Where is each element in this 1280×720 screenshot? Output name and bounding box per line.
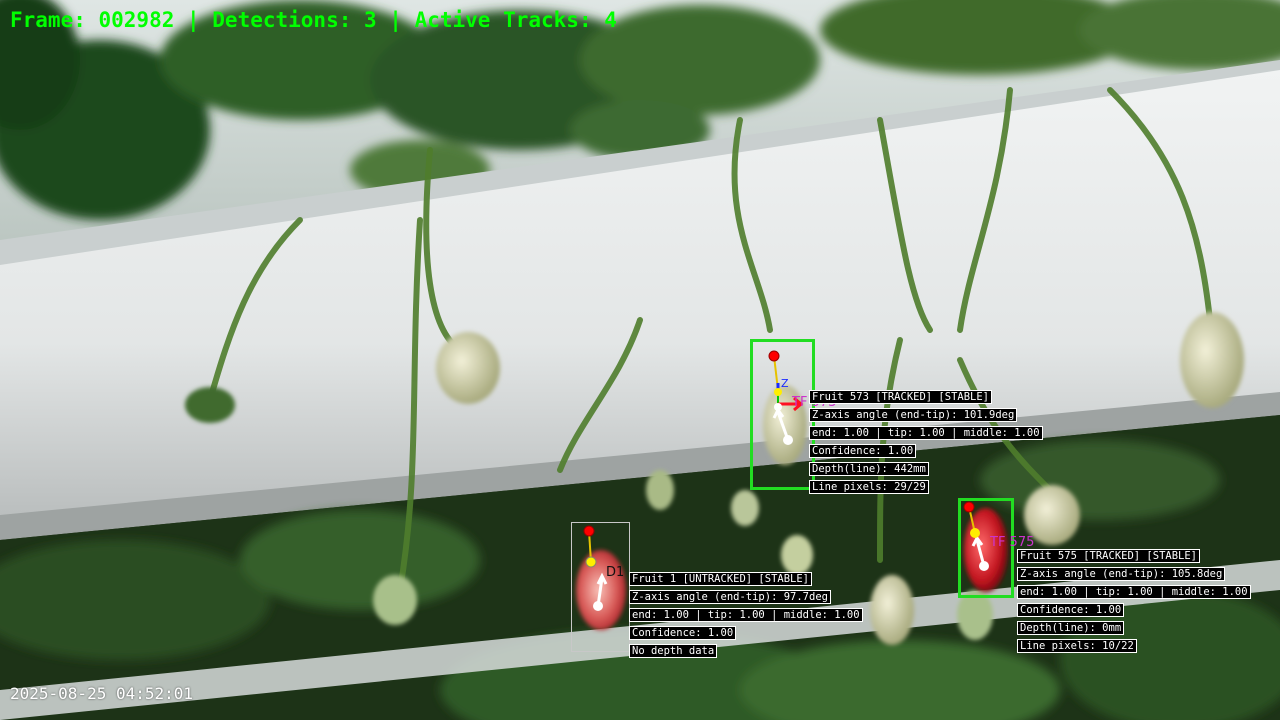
detection-label-1: D1 — [606, 565, 625, 580]
info-line: No depth data — [629, 644, 718, 658]
info-line: Fruit 575 [TRACKED] [STABLE] — [1017, 549, 1201, 563]
info-line: Fruit 573 [TRACKED] [STABLE] — [809, 390, 993, 404]
info-line: Z-axis angle (end-tip): 97.7deg — [629, 590, 831, 604]
track-label-575: TF 575 — [990, 535, 1035, 550]
info-line: Confidence: 1.00 — [1017, 603, 1125, 617]
info-line: Z-axis angle (end-tip): 105.8deg — [1017, 567, 1226, 581]
info-line: Confidence: 1.00 — [629, 626, 737, 640]
info-line: Line pixels: 29/29 — [809, 480, 929, 494]
bounding-box-fruit-573 — [750, 339, 815, 490]
info-line: Depth(line): 0mm — [1017, 621, 1125, 635]
info-line: end: 1.00 | tip: 1.00 | middle: 1.00 — [809, 426, 1043, 440]
info-line: Fruit 1 [UNTRACKED] [STABLE] — [629, 572, 813, 586]
info-line: Depth(line): 442mm — [809, 462, 929, 476]
info-line: end: 1.00 | tip: 1.00 | middle: 1.00 — [629, 608, 863, 622]
info-panel-fruit-575: Fruit 575 [TRACKED] [STABLE] Z-axis angl… — [1017, 549, 1251, 657]
bounding-box-fruit-1 — [571, 522, 630, 652]
info-line: end: 1.00 | tip: 1.00 | middle: 1.00 — [1017, 585, 1251, 599]
timestamp-overlay: 2025-08-25 04:52:01 — [10, 684, 194, 703]
info-line: Confidence: 1.00 — [809, 444, 917, 458]
info-panel-fruit-573: Fruit 573 [TRACKED] [STABLE] Z-axis angl… — [809, 390, 1043, 498]
bounding-box-fruit-575 — [958, 498, 1014, 598]
frame-status-overlay: Frame: 002982 | Detections: 3 | Active T… — [10, 8, 617, 32]
info-panel-fruit-1: Fruit 1 [UNTRACKED] [STABLE] Z-axis angl… — [629, 572, 863, 662]
info-line: Line pixels: 10/22 — [1017, 639, 1137, 653]
info-line: Z-axis angle (end-tip): 101.9deg — [809, 408, 1018, 422]
